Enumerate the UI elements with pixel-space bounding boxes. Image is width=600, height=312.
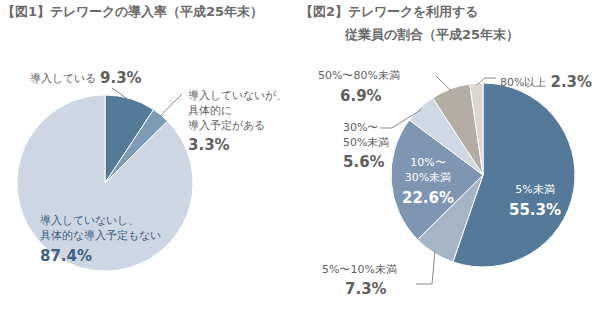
- data-label: 22.6%: [402, 189, 454, 207]
- data-label: 5.6%: [343, 153, 385, 171]
- chart-canvas: 【図1】テレワークの導入率（平成25年末） 導入している 9.3% 導入していないが、…: [0, 0, 600, 312]
- label-line: 導入していないし、: [40, 214, 139, 227]
- data-label: 6.9%: [340, 87, 382, 105]
- leader-line: [112, 88, 130, 101]
- leader-line: [380, 109, 421, 128]
- data-label: 3.3%: [188, 136, 230, 154]
- data-label: 7.3%: [345, 280, 387, 298]
- label-line: 80%以上: [500, 76, 546, 89]
- label-line: 50%〜80%未満: [318, 69, 400, 82]
- slices: [17, 95, 193, 271]
- label-line: 具体的な導入予定もない: [40, 229, 161, 242]
- label-line: 具体的に: [188, 104, 232, 117]
- label-line: 導入予定がある: [188, 119, 265, 132]
- slice-label: 5%未満: [515, 183, 554, 196]
- chart-title: 【図1】テレワークの導入率（平成25年末）: [2, 4, 263, 19]
- leader-line: [160, 94, 182, 117]
- label-line: 導入していないが、: [188, 89, 287, 102]
- slice-label: 導入していないし、具体的な導入予定もない: [40, 214, 161, 242]
- data-label: 2.3%: [550, 73, 592, 91]
- title-line: 【図2】テレワークを利用する: [300, 4, 478, 19]
- data-label: 9.3%: [100, 69, 142, 87]
- slice-label: 50%〜80%未満: [318, 69, 400, 82]
- data-label: 87.4%: [40, 247, 92, 265]
- pie-slice: [17, 95, 193, 271]
- slice-label: 30%〜 50%未満: [343, 121, 389, 149]
- data-label: 55.3%: [509, 201, 561, 219]
- label-line: 5%未満: [515, 183, 554, 196]
- pie-chart: 【図2】テレワークを利用する従業員の割合（平成25年末） 5%未満 55.3% 5%〜…: [300, 4, 592, 298]
- leader-line: [477, 78, 496, 85]
- slice-label: 5%〜10%未満: [322, 263, 397, 276]
- slice-label: 10%〜 30%未満: [405, 156, 451, 184]
- slice-label: 80%以上: [500, 76, 546, 89]
- label-line: 5%〜10%未満: [322, 263, 397, 276]
- slice-label: 導入している: [30, 72, 96, 85]
- leader-line: [436, 76, 451, 91]
- title-line: 従業員の割合（平成25年末）: [344, 27, 519, 42]
- pie-slice: [470, 83, 483, 175]
- label-line: 10%〜: [410, 156, 445, 169]
- label-line: 導入している: [30, 72, 96, 85]
- slice-label: 導入していないが、具体的に導入予定がある: [188, 89, 287, 132]
- label-line: 50%未満: [343, 136, 389, 149]
- label-line: 30%未満: [405, 171, 451, 184]
- pie-chart: 【図1】テレワークの導入率（平成25年末） 導入している 9.3% 導入していないが、…: [2, 4, 287, 271]
- chart-title: 【図2】テレワークを利用する従業員の割合（平成25年末）: [300, 4, 519, 42]
- title-line: 【図1】テレワークの導入率（平成25年末）: [2, 4, 263, 19]
- leader-line: [416, 251, 435, 284]
- label-line: 30%〜: [343, 121, 378, 134]
